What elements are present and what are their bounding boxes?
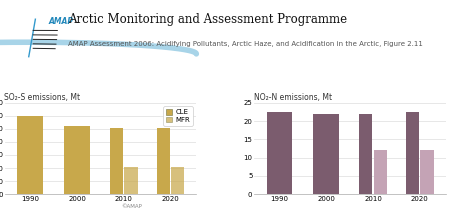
Bar xyxy=(110,128,123,194)
Bar xyxy=(64,126,90,194)
Text: ©AMAP: ©AMAP xyxy=(122,204,142,209)
Bar xyxy=(313,114,339,194)
Bar xyxy=(18,116,43,194)
Bar xyxy=(266,112,292,194)
Bar xyxy=(374,150,387,194)
Text: AMAP: AMAP xyxy=(49,17,74,26)
Text: AMAP Assessment 2006: Acidifying Pollutants, Arctic Haze, and Acidification in t: AMAP Assessment 2006: Acidifying Polluta… xyxy=(68,41,423,47)
Bar xyxy=(171,167,184,194)
Text: NO₂-N emissions, Mt: NO₂-N emissions, Mt xyxy=(254,93,332,102)
Legend: CLE, MFR: CLE, MFR xyxy=(163,106,193,126)
Bar xyxy=(125,167,138,194)
Text: Arctic Monitoring and Assessment Programme: Arctic Monitoring and Assessment Program… xyxy=(68,13,347,26)
Bar xyxy=(359,114,372,194)
Text: SO₂-S emissions, Mt: SO₂-S emissions, Mt xyxy=(4,93,81,102)
Bar xyxy=(420,150,433,194)
Bar xyxy=(157,128,170,194)
Bar xyxy=(406,112,419,194)
